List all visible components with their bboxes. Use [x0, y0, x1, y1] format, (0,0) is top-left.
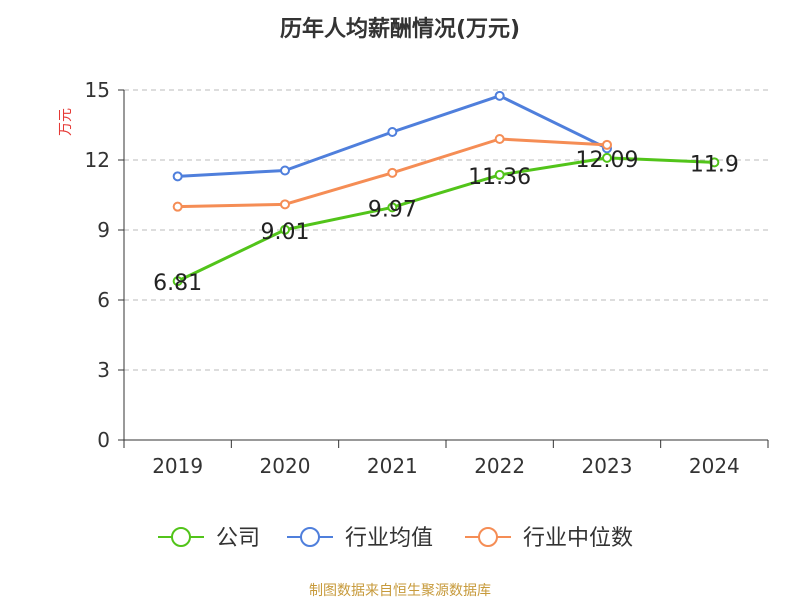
- data-point[interactable]: [280, 224, 290, 235]
- data-point[interactable]: [494, 134, 505, 144]
- data-point[interactable]: [602, 152, 612, 163]
- data-point[interactable]: [494, 90, 505, 101]
- data-label: 12.09: [576, 148, 639, 173]
- y-tick-label: 15: [85, 78, 110, 102]
- legend-marker: [171, 527, 191, 547]
- data-point[interactable]: [387, 167, 398, 178]
- series-2: [172, 134, 612, 212]
- legend-label: 公司: [216, 526, 260, 551]
- data-label: 6.81: [153, 271, 202, 296]
- legend-item-0[interactable]: 公司: [158, 526, 260, 551]
- axes: 0 3 6 9 12 15 2019 2020 2021 2022 2023 2024: [85, 78, 769, 478]
- data-point[interactable]: [387, 127, 398, 137]
- x-tick-label: 2023: [582, 454, 633, 478]
- legend-marker: [478, 527, 498, 547]
- source-note: 制图数据来自恒生聚源数据库: [309, 583, 491, 599]
- legend-label: 行业均值: [345, 526, 433, 551]
- x-tick-label: 2021: [367, 454, 418, 478]
- data-point[interactable]: [494, 169, 505, 180]
- series-0: [172, 152, 720, 287]
- y-tick-label: 0: [97, 428, 110, 452]
- grid-lines: [124, 89, 768, 371]
- data-point[interactable]: [387, 202, 398, 213]
- data-label: 11.36: [468, 165, 531, 190]
- x-tick-label: 2019: [152, 454, 203, 478]
- x-tick-label: 2024: [689, 454, 740, 478]
- legend[interactable]: 公司 行业均值 行业中位数: [158, 526, 633, 551]
- legend-item-1[interactable]: 行业均值: [287, 526, 433, 551]
- x-tick-label: 2020: [260, 454, 311, 478]
- data-point[interactable]: [172, 171, 183, 182]
- legend-item-2[interactable]: 行业中位数: [465, 526, 633, 551]
- legend-marker: [300, 527, 320, 547]
- y-tick-label: 12: [85, 148, 110, 172]
- data-point[interactable]: [602, 139, 612, 150]
- data-point[interactable]: [172, 276, 183, 287]
- y-tick-label: 6: [97, 288, 110, 312]
- data-label: 9.01: [261, 220, 310, 245]
- data-labels: 6.81 9.01 9.97 11.36 12.09 11.9: [153, 148, 739, 296]
- data-point[interactable]: [280, 165, 290, 176]
- data-point[interactable]: [280, 199, 290, 210]
- series-line: [177, 156, 715, 283]
- data-label: 11.9: [690, 152, 739, 177]
- legend-label: 行业中位数: [523, 526, 633, 551]
- chart-title: 历年人均薪酬情况(万元): [280, 16, 520, 42]
- series-group: [172, 90, 720, 287]
- x-tick-label: 2022: [474, 454, 525, 478]
- y-axis-label: 万元: [58, 108, 74, 136]
- data-point[interactable]: [172, 201, 183, 212]
- y-tick-label: 9: [97, 218, 110, 242]
- data-point[interactable]: [709, 157, 720, 168]
- y-tick-label: 3: [97, 358, 110, 382]
- data-label: 9.97: [368, 197, 417, 222]
